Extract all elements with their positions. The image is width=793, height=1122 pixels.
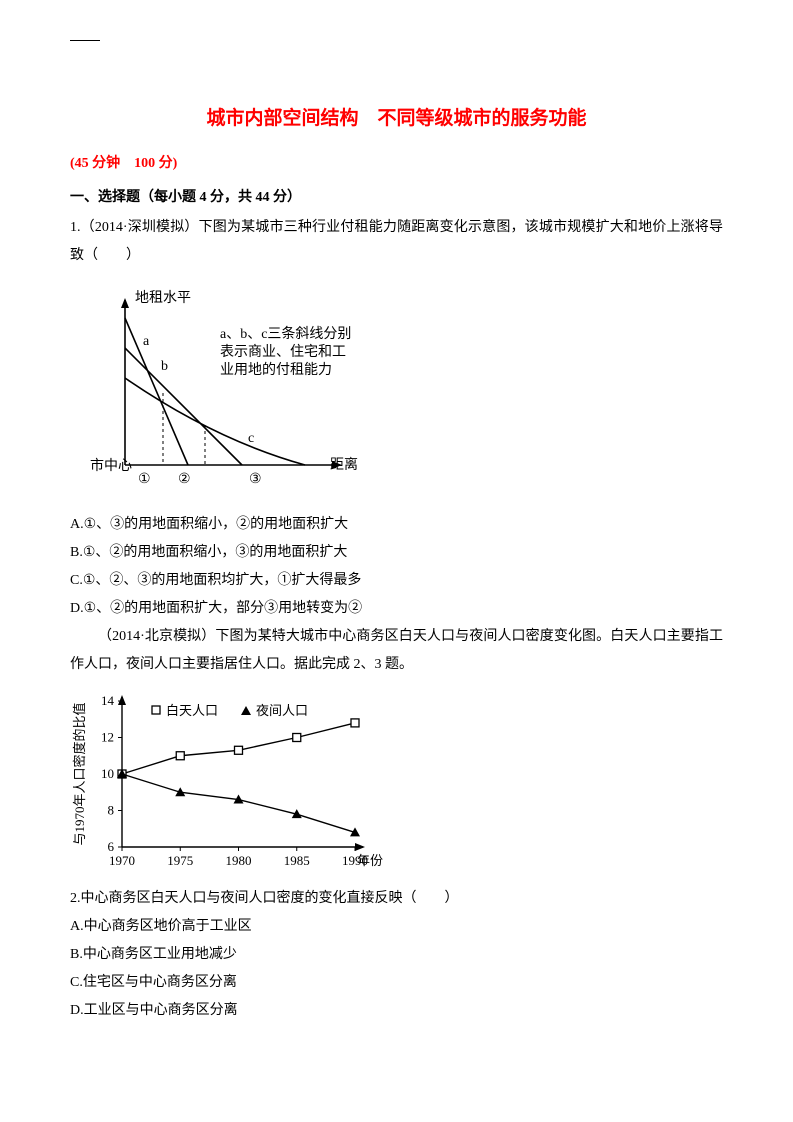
svg-text:与1970年人口密度的比值: 与1970年人口密度的比值 [72,702,87,845]
q1-option-d: D.①、②的用地面积扩大，部分③用地转变为② [70,595,723,623]
svg-text:1980: 1980 [226,853,252,868]
q2-option-c: C.住宅区与中心商务区分离 [70,969,723,997]
q1-stem: 1.（2014·深圳模拟）下图为某城市三种行业付租能力随距离变化示意图，该城市规… [70,214,723,270]
header-rule [70,40,100,41]
svg-text:表示商业、住宅和工: 表示商业、住宅和工 [220,344,346,360]
q1-option-c: C.①、②、③的用地面积均扩大，①扩大得最多 [70,567,723,595]
q2-option-b: B.中心商务区工业用地减少 [70,941,723,969]
svg-text:距离: 距离 [330,456,358,473]
svg-text:业用地的付租能力: 业用地的付租能力 [220,362,332,378]
q1-option-a: A.①、③的用地面积缩小，②的用地面积扩大 [70,511,723,539]
svg-text:市中心: 市中心 [90,457,132,474]
svg-text:b: b [161,359,168,374]
section-choice-header: 一、选择题（每小题 4 分，共 44 分） [70,184,723,212]
svg-text:10: 10 [101,766,114,781]
q1-option-b: B.①、②的用地面积缩小，③的用地面积扩大 [70,539,723,567]
page-title: 城市内部空间结构 不同等级城市的服务功能 [70,100,723,138]
q2-option-d: D.工业区与中心商务区分离 [70,997,723,1025]
svg-text:①: ① [138,472,151,487]
chart-population-density: 6810121419701975198019851990年份与1970年人口密度… [70,689,723,879]
svg-text:1970: 1970 [109,853,135,868]
svg-text:地租水平: 地租水平 [135,290,191,306]
svg-text:a、b、c三条斜线分别: a、b、c三条斜线分别 [220,325,351,342]
q23-intro: （2014·北京模拟）下图为某特大城市中心商务区白天人口与夜间人口密度变化图。白… [70,623,723,679]
q2-stem: 2.中心商务区白天人口与夜间人口密度的变化直接反映（ ） [70,885,723,913]
svg-text:14: 14 [101,693,115,708]
chart2-svg: 6810121419701975198019851990年份与1970年人口密度… [70,689,400,879]
svg-text:③: ③ [249,472,262,487]
chart-rent-ability: 地租水平距离 市中心 ab c ① ② ③ a、b、c三条斜线分别表示商业、住宅和工业用地的付… [70,280,723,505]
svg-text:1975: 1975 [167,853,193,868]
svg-text:年份: 年份 [357,853,383,868]
q2-option-a: A.中心商务区地价高于工业区 [70,913,723,941]
svg-text:8: 8 [108,803,115,818]
svg-text:c: c [248,431,254,446]
svg-text:②: ② [178,472,191,487]
svg-text:1985: 1985 [284,853,310,868]
svg-text:12: 12 [101,730,114,745]
svg-text:白天人口: 白天人口 [166,703,218,718]
chart1-svg: 地租水平距离 市中心 ab c ① ② ③ a、b、c三条斜线分别表示商业、住宅和工业用地的付… [70,280,380,505]
svg-text:6: 6 [108,839,115,854]
svg-text:a: a [143,334,150,349]
svg-text:夜间人口: 夜间人口 [256,703,308,718]
time-score: (45 分钟 100 分) [70,150,723,178]
